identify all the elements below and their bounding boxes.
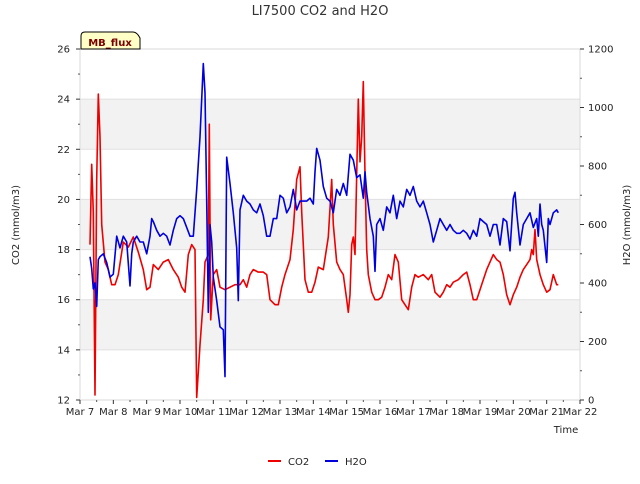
x-tick-label: Mar 9 [132,407,160,418]
x-tick-label: Mar 11 [196,407,231,418]
y-axis-left-label: CO2 (mmol/m3) [11,185,22,265]
x-tick-label: Mar 15 [329,407,364,418]
y-right-tick-label: 800 [588,162,607,173]
y-right-tick-label: 1200 [588,45,613,56]
legend-label-co2: CO2 [288,457,309,468]
y-left-tick-label: 20 [57,195,70,206]
y-left-tick-label: 12 [57,396,70,407]
x-axis-label: Time [553,425,578,436]
y-axis-right: 0 200 400 600 800 1000 1200 [580,45,613,407]
y-right-tick-label: 600 [588,220,607,231]
site-badge: MB_flux [80,31,141,50]
legend-label-h2o: H2O [345,457,367,468]
x-tick-label: Mar 14 [296,407,331,418]
x-tick-label: Mar 10 [163,407,198,418]
grid-band [80,99,580,150]
y-left-tick-label: 26 [57,45,70,56]
series-line-h2o [89,62,560,378]
x-tick-label: Mar 22 [563,407,598,418]
x-tick-label: Mar 16 [363,407,398,418]
x-tick-label: Mar 13 [263,407,298,418]
x-tick-label: Mar 21 [529,407,564,418]
badge-shape [80,31,141,50]
x-tick-label: Mar 18 [429,407,464,418]
legend: CO2 H2O [268,457,367,468]
series-line-co2 [89,80,559,399]
y-right-tick-label: 0 [588,396,594,407]
y-left-tick-label: 22 [57,145,70,156]
x-tick-label: Mar 17 [396,407,431,418]
y-left-tick-label: 18 [57,245,70,256]
x-tick-label: Mar 12 [229,407,264,418]
y-right-tick-label: 400 [588,279,607,290]
x-tick-label: Mar 8 [99,407,127,418]
series-layer [89,62,560,399]
y-right-tick-label: 1000 [588,103,613,114]
y-axis-right-label: H2O (mmol/m3) [622,185,633,266]
badge-label: MB_flux [88,38,132,49]
y-left-tick-label: 24 [57,95,70,106]
x-tick-label: Mar 7 [66,407,94,418]
y-right-tick-label: 200 [588,337,607,348]
y-axis-left: 12 14 16 18 20 22 24 26 [57,45,80,407]
x-tick-label: Mar 20 [496,407,531,418]
x-tick-label: Mar 19 [463,407,498,418]
y-left-tick-label: 14 [57,345,70,356]
grid-band [80,299,580,350]
y-left-tick-label: 16 [57,295,70,306]
chart-title: LI7500 CO2 and H2O [252,4,389,19]
